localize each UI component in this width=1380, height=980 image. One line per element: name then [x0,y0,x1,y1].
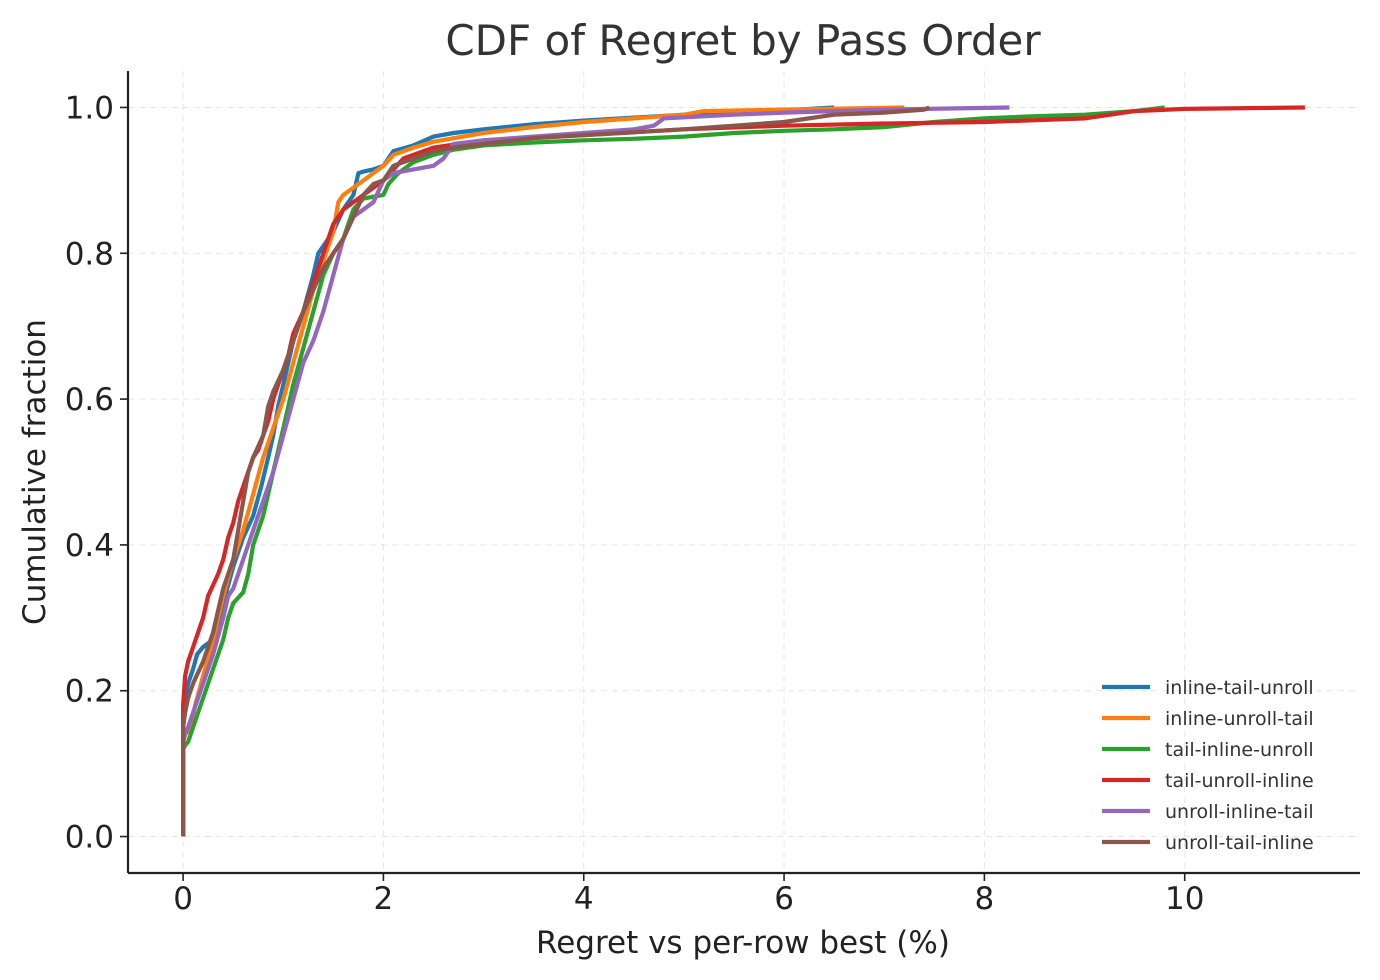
y-axis-label: Cumulative fraction [17,319,53,625]
series-line-unroll-inline-tail [181,105,1010,837]
legend-label-tail-unroll-inline: tail-unroll-inline [1165,770,1314,792]
axes: 0 2 4 6 8 10 0.0 0.2 0.4 0.6 0.8 1.0 [65,71,1360,917]
legend: inline-tail-unroll inline-unroll-tail tail… [1102,677,1314,854]
legend-label-inline-tail-unroll: inline-tail-unroll [1165,677,1314,699]
series-line-tail-inline-unroll [181,105,1165,837]
chart-title: CDF of Regret by Pass Order [445,16,1041,65]
series-lines [181,105,1305,837]
series-line-inline-unroll-tail [181,105,905,837]
x-tick-label: 10 [1165,881,1204,917]
x-tick-label: 0 [173,881,193,917]
legend-label-unroll-tail-inline: unroll-tail-inline [1165,832,1314,854]
legend-label-tail-inline-unroll: tail-inline-unroll [1165,739,1314,761]
legend-label-inline-unroll-tail: inline-unroll-tail [1165,708,1314,730]
x-tick-label: 2 [374,881,394,917]
series-line-unroll-tail-inline [181,105,931,837]
x-axis-label: Regret vs per-row best (%) [536,925,950,961]
series-line-inline-tail-unroll [181,105,835,837]
y-tick-label: 0.6 [65,382,114,418]
x-tick-label: 6 [774,881,794,917]
y-tick-label: 1.0 [65,90,114,126]
y-tick-label: 0.4 [65,528,114,564]
x-tick-label: 4 [574,881,594,917]
y-tick-label: 0.2 [65,674,114,710]
y-tick-label: 0.8 [65,236,114,272]
y-tick-label: 0.0 [65,820,114,856]
legend-label-unroll-inline-tail: unroll-inline-tail [1165,801,1314,823]
grid [128,71,1360,873]
x-tick-label: 8 [975,881,995,917]
